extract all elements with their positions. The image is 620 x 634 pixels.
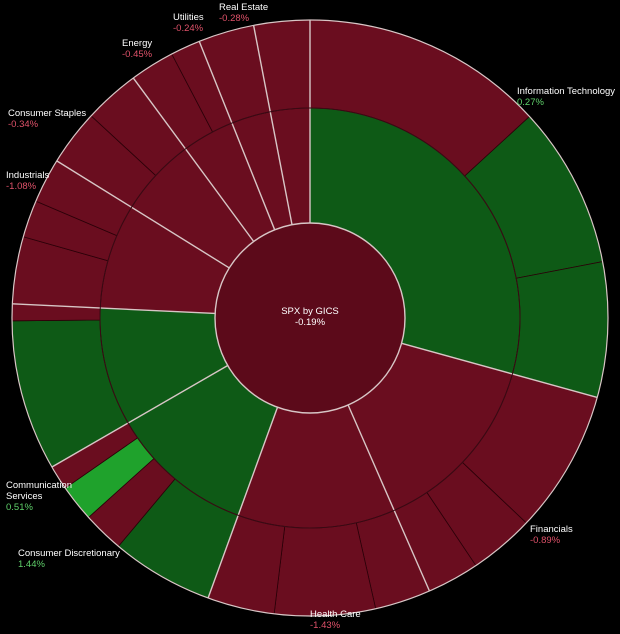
separator-consumer-discretionary (207, 407, 279, 599)
sector-change: -1.08% (6, 181, 37, 192)
sector-name: Health Care (310, 609, 361, 620)
label-consumer-staples: Consumer Staples -0.34% (8, 108, 86, 130)
total-change: -0.19% (294, 317, 326, 328)
outer-ring (11, 19, 609, 617)
center-disc (214, 222, 406, 414)
sector-change: -0.34% (8, 119, 39, 130)
chart-title: SPX by GICS (281, 306, 339, 317)
sector-name: Industrials (6, 170, 50, 181)
ring-boundary (99, 107, 521, 529)
separator-communication-services (51, 364, 229, 468)
sector-change: 0.51% (6, 502, 33, 513)
sector-name: Utilities (173, 12, 204, 23)
separator-utilities (198, 41, 276, 231)
sector-change: -0.28% (219, 13, 250, 24)
separator-financials (401, 342, 598, 399)
middle-ring (99, 107, 521, 529)
label-health-care: Health Care -1.43% (310, 609, 361, 631)
label-real-estate: Real Estate -0.28% (219, 2, 268, 24)
sector-change: -0.45% (122, 49, 153, 60)
sector-name: Financials (530, 524, 573, 535)
sector-change: -0.89% (530, 535, 561, 546)
sector-name: Information Technology (517, 86, 616, 97)
label-consumer-discretionary: Consumer Discretionary 1.44% (18, 548, 120, 570)
label-utilities: Utilities -0.24% (173, 12, 204, 34)
label-communication-services: Communication Services 0.51% (6, 480, 86, 513)
separator-industrials (12, 303, 216, 315)
sector-change: -0.24% (173, 23, 204, 34)
sector-change: 1.44% (18, 559, 45, 570)
sector-name: Consumer Discretionary (18, 548, 120, 559)
label-energy: Energy -0.45% (122, 38, 152, 60)
separator-energy (132, 77, 255, 242)
sector-change: -1.43% (310, 620, 341, 631)
sector-outer-information-technology-2 (511, 261, 609, 398)
separator-consumer-staples (56, 160, 230, 269)
label-financials: Financials -0.89% (530, 524, 573, 546)
label-information-technology: Information Technology 0.27% (517, 86, 615, 108)
sector-name: Real Estate (219, 2, 269, 13)
separator-real-estate (252, 25, 293, 225)
outer-boundary (11, 19, 609, 617)
label-industrials: Industrials -1.08% (6, 170, 49, 192)
sector-name: Energy (122, 38, 153, 49)
separator-health-care (347, 404, 431, 592)
sector-separators (11, 19, 609, 617)
sector-name: Consumer Staples (8, 108, 87, 119)
sector-change: 0.27% (517, 97, 544, 108)
sector-name: Communication Services (6, 480, 72, 502)
